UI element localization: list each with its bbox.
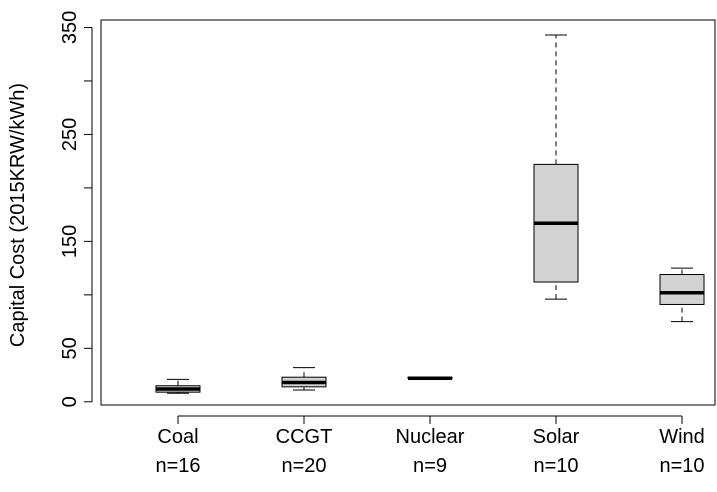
- x-tick-label: Coal: [157, 426, 198, 448]
- x-axis: Coal n=16 CCGT n=20 Nuclear n=9 Solar n=10 Wind n…: [155, 415, 705, 477]
- x-tick-label: Wind: [659, 426, 705, 448]
- sample-size-label: n=9: [413, 455, 447, 477]
- y-tick-label: 0: [59, 396, 81, 407]
- y-axis-label: Capital Cost (2015KRW/kWh): [7, 83, 29, 347]
- y-tick-label: 350: [59, 11, 81, 44]
- x-tick-label: Nuclear: [396, 426, 465, 448]
- box-wind: [659, 267, 705, 323]
- x-tick-label: CCGT: [276, 426, 333, 448]
- box-solar: [533, 34, 579, 300]
- sample-size-label: n=16: [155, 455, 200, 477]
- sample-size-label: n=10: [659, 455, 704, 477]
- iqr-box: [659, 274, 705, 305]
- y-tick-label: 50: [59, 337, 81, 359]
- sample-size-label: n=10: [533, 455, 578, 477]
- y-tick-label: 250: [59, 118, 81, 151]
- sample-size-label: n=20: [281, 455, 326, 477]
- boxes-layer: [155, 34, 705, 394]
- y-axis: 0 50 150 250 350: [59, 11, 93, 407]
- plot-frame: [100, 19, 716, 406]
- box-nuclear: [407, 376, 453, 381]
- x-tick-label: Solar: [533, 426, 580, 448]
- box-ccgt: [281, 367, 327, 391]
- y-tick-label: 150: [59, 225, 81, 258]
- box-coal: [155, 378, 201, 394]
